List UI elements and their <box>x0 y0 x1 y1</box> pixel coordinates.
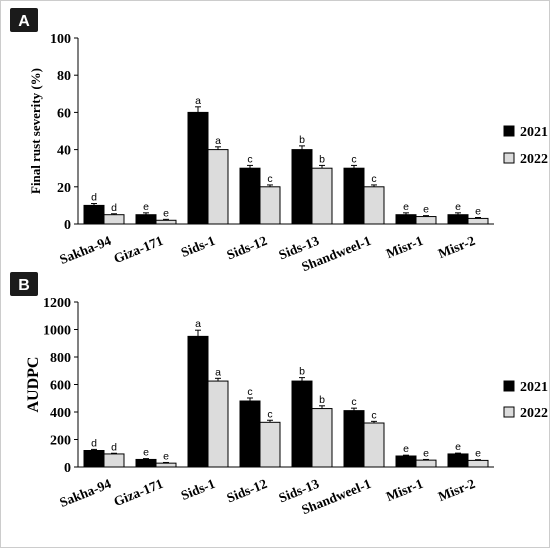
bar-2022-misr-2 <box>467 459 489 468</box>
bars-group: d d e e a a c c b b c c e e e e <box>83 318 489 468</box>
y-tick-label: 20 <box>57 181 71 196</box>
legend-swatch-2021 <box>503 380 515 392</box>
y-tick-label: 400 <box>50 406 71 421</box>
significance-letter: a <box>195 95 201 107</box>
significance-letter: e <box>403 201 409 213</box>
significance-letter: d <box>91 192 97 204</box>
significance-letter: c <box>247 386 252 398</box>
y-axis-title: Final rust severity (%) <box>28 68 43 194</box>
significance-letter: a <box>215 366 221 378</box>
significance-letter: e <box>143 447 149 459</box>
significance-letter: c <box>351 396 356 408</box>
significance-letter: c <box>371 409 376 421</box>
significance-letter: e <box>423 204 429 216</box>
panel-label: B <box>18 277 30 294</box>
significance-letter: b <box>299 366 305 378</box>
y-tick-label: 0 <box>64 461 71 476</box>
significance-letter: a <box>215 135 221 147</box>
bar-2022-misr-2 <box>467 217 489 225</box>
bar-2021-sids-1 <box>187 111 209 225</box>
bar-2022-sids-13 <box>311 167 333 225</box>
bar-2022-sakha-94 <box>103 214 125 225</box>
y-tick-label: 200 <box>50 434 71 449</box>
significance-letter: e <box>475 448 481 460</box>
bar-2021-shandweel-1 <box>343 167 365 225</box>
bar-2021-sids-13 <box>291 380 313 468</box>
significance-letter: c <box>371 173 376 185</box>
bar-2022-giza-171 <box>155 462 177 468</box>
y-axis-title: AUDPC <box>25 357 42 413</box>
significance-letter: e <box>455 441 461 453</box>
bar-2022-sids-12 <box>259 186 281 225</box>
bar-2022-sakha-94 <box>103 453 125 468</box>
y-tick-label: 800 <box>50 351 71 366</box>
significance-letter: e <box>163 450 169 462</box>
legend-swatch-2021 <box>503 125 515 137</box>
bar-2021-misr-1 <box>395 214 417 225</box>
bar-2021-misr-2 <box>447 214 469 225</box>
legend-label-2021: 2021 <box>520 380 548 395</box>
significance-letter: d <box>111 441 117 453</box>
bar-2022-misr-1 <box>415 216 437 225</box>
significance-letter: d <box>91 437 97 449</box>
bar-2021-giza-171 <box>135 214 157 225</box>
y-tick-label: 100 <box>50 32 71 47</box>
legend-label-2022: 2022 <box>520 152 548 167</box>
y-tick-label: 40 <box>57 144 71 159</box>
significance-letter: a <box>195 318 201 330</box>
significance-letter: b <box>319 153 325 165</box>
significance-letter: e <box>423 447 429 459</box>
bars-group: d d e e a a c c b b c c e e e e <box>83 95 489 225</box>
legend-swatch-2022 <box>503 152 515 164</box>
bar-2022-misr-1 <box>415 459 437 468</box>
y-tick-label: 80 <box>57 69 71 84</box>
bar-2022-sids-13 <box>311 408 333 468</box>
significance-letter: c <box>267 173 272 185</box>
bar-2022-sids-1 <box>207 149 229 225</box>
bar-2022-shandweel-1 <box>363 422 385 468</box>
bar-2021-sids-12 <box>239 400 261 468</box>
bar-2021-sids-13 <box>291 149 313 225</box>
significance-letter: e <box>143 201 149 213</box>
bar-2021-sids-12 <box>239 167 261 225</box>
legend-label-2021: 2021 <box>520 125 548 140</box>
significance-letter: c <box>351 153 356 165</box>
legend-label-2022: 2022 <box>520 406 548 421</box>
y-tick-label: 600 <box>50 379 71 394</box>
y-tick-label: 1000 <box>43 324 71 339</box>
bar-2021-sakha-94 <box>83 450 105 468</box>
panel-badge <box>10 8 38 32</box>
significance-letter: e <box>475 205 481 217</box>
significance-letter: c <box>267 408 272 420</box>
significance-letter: b <box>319 394 325 406</box>
bar-2022-sids-12 <box>259 421 281 468</box>
bar-2021-misr-2 <box>447 453 469 468</box>
y-tick-label: 60 <box>57 106 71 121</box>
bar-2021-sakha-94 <box>83 204 105 225</box>
y-tick-label: 0 <box>64 218 71 233</box>
panel-label: A <box>18 13 30 30</box>
bar-2022-shandweel-1 <box>363 186 385 225</box>
significance-letter: e <box>403 443 409 455</box>
y-tick-label: 1200 <box>43 296 71 311</box>
legend: 2021 2022 <box>503 380 548 421</box>
bar-2022-sids-1 <box>207 380 229 468</box>
bar-2021-shandweel-1 <box>343 410 365 468</box>
bar-2021-sids-1 <box>187 335 209 468</box>
bar-2021-giza-171 <box>135 458 157 468</box>
legend-swatch-2022 <box>503 406 515 418</box>
bar-2021-misr-1 <box>395 455 417 468</box>
bar-2022-giza-171 <box>155 219 177 225</box>
significance-letter: e <box>163 207 169 219</box>
significance-letter: c <box>247 153 252 165</box>
significance-letter: e <box>455 201 461 213</box>
legend: 2021 2022 <box>503 125 548 167</box>
significance-letter: d <box>111 202 117 214</box>
significance-letter: b <box>299 134 305 146</box>
panel-badge <box>10 272 38 296</box>
